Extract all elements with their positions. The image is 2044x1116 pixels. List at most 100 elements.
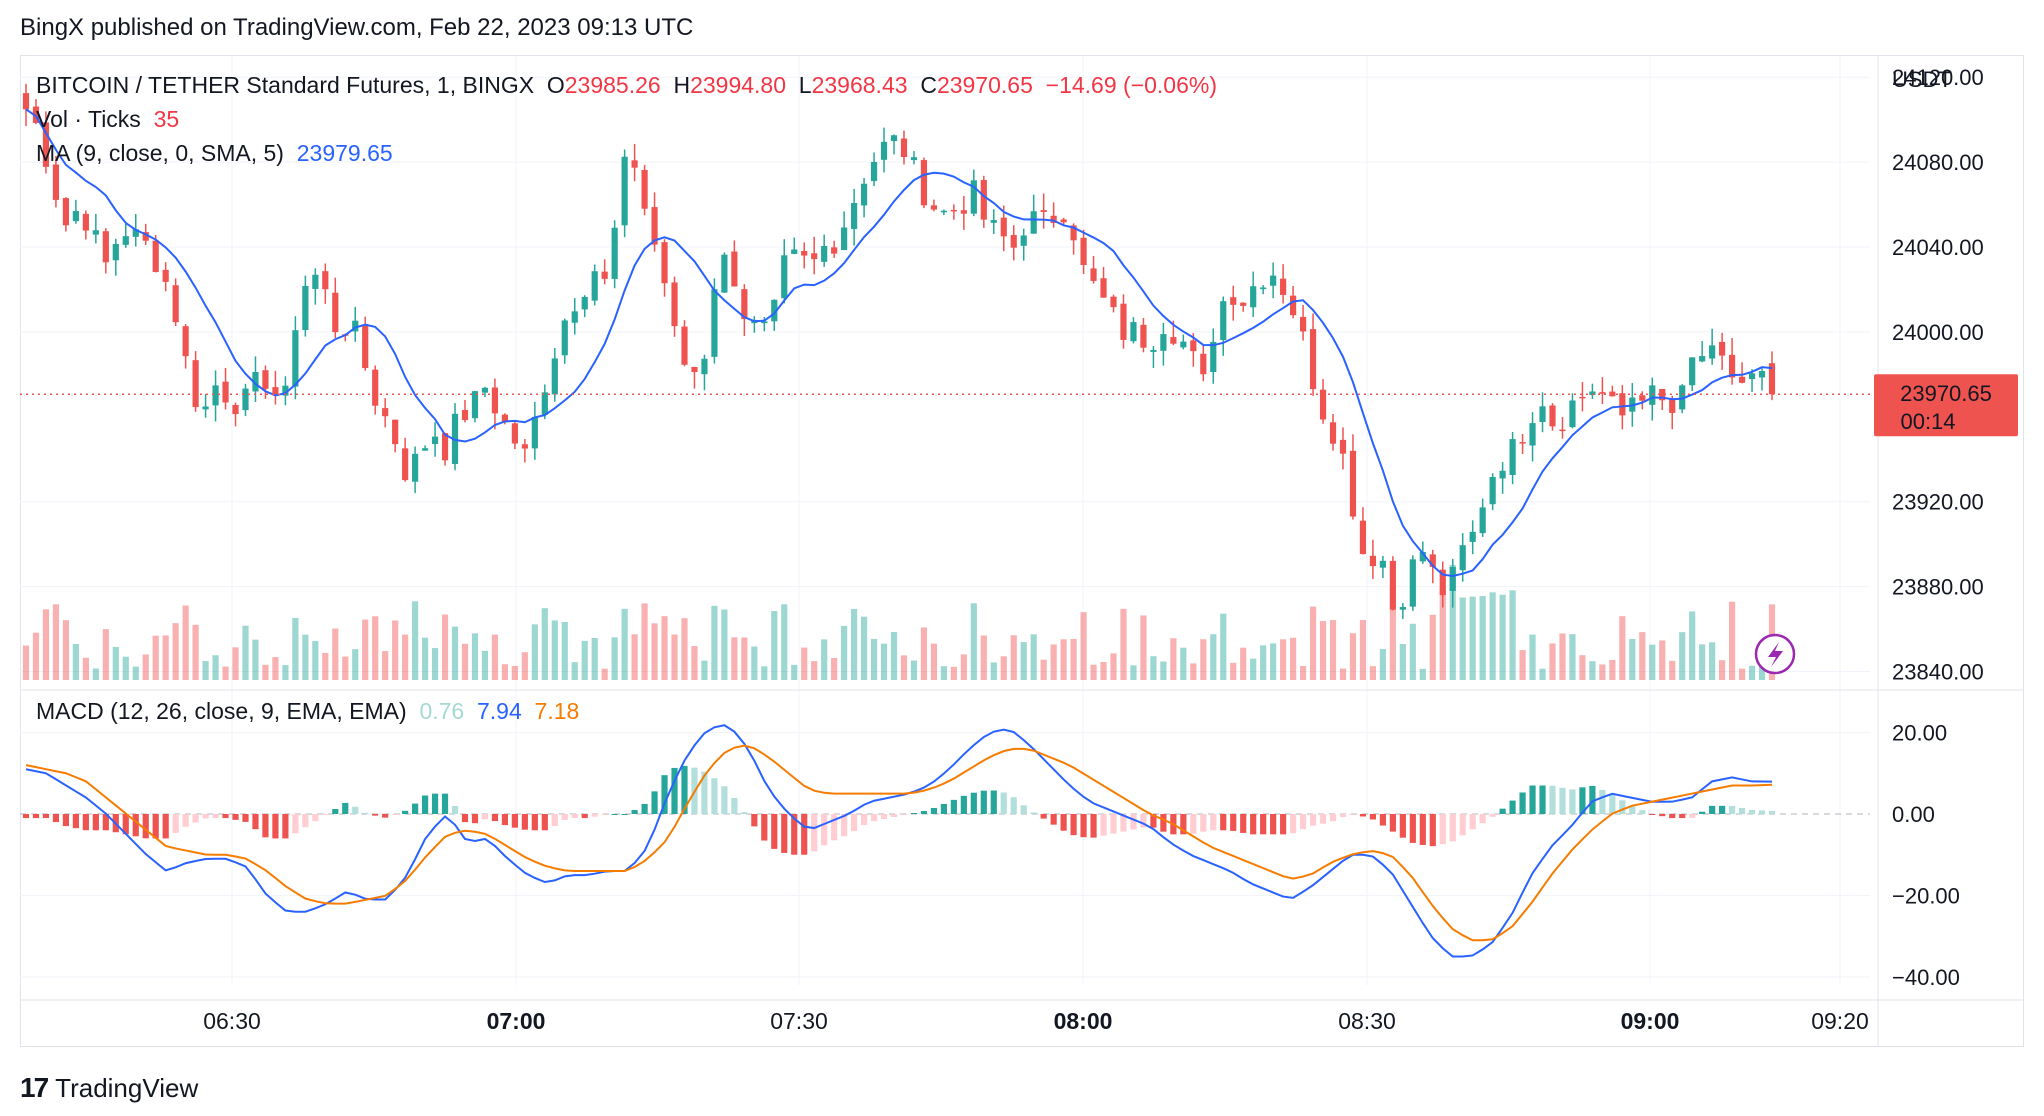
macd-histogram-bar — [791, 814, 798, 855]
legend-volume[interactable]: Vol · Ticks 35 — [36, 106, 179, 133]
macd-histogram-bar — [511, 814, 518, 828]
volume-bar — [1449, 564, 1456, 680]
macd-histogram-bar — [1519, 792, 1526, 814]
volume-bar — [1339, 668, 1347, 680]
candle-body — [441, 433, 449, 461]
macd-histogram-bar — [1130, 814, 1137, 830]
candle-body — [890, 135, 898, 141]
macd-histogram-bar — [1339, 814, 1347, 818]
legend-symbol[interactable]: BITCOIN / TETHER Standard Futures, 1, BI… — [36, 72, 535, 98]
macd-histogram-bar — [1709, 805, 1716, 814]
volume-bar — [232, 647, 239, 680]
candle-body — [1270, 275, 1277, 286]
volume-bar — [122, 656, 129, 680]
volume-bar — [252, 639, 259, 680]
macd-histogram-bar — [1469, 814, 1476, 830]
macd-histogram-bar — [1190, 814, 1197, 834]
candle-body — [1399, 607, 1406, 610]
macd-histogram-bar — [1439, 814, 1446, 845]
volume-bar — [1429, 614, 1436, 680]
tradingview-mark-icon: 17 — [20, 1072, 49, 1103]
macd-histogram-bar — [152, 814, 159, 839]
macd-histogram-bar — [1738, 807, 1746, 814]
candle-body — [521, 444, 528, 449]
candle-body — [421, 448, 429, 451]
candle-body — [1529, 423, 1536, 446]
macd-histogram-bar — [1309, 814, 1317, 826]
volume-bar — [1459, 597, 1466, 680]
volume-bar — [332, 628, 339, 680]
macd-histogram-bar — [1579, 787, 1586, 814]
time-tick-label: 07:00 — [487, 1008, 546, 1034]
tradingview-logo[interactable]: 17 TradingView — [20, 1072, 198, 1104]
macd-histogram-bar — [761, 814, 768, 841]
macd-histogram-bar — [900, 814, 908, 816]
candle-body — [22, 93, 30, 110]
volume-bar — [402, 634, 409, 680]
macd-histogram-bar — [421, 795, 429, 814]
candle-body — [382, 408, 389, 417]
macd-histogram-bar — [1070, 814, 1077, 836]
macd-histogram-bar — [681, 765, 688, 814]
macd-histogram-bar — [910, 812, 918, 814]
volume-bar — [42, 609, 50, 680]
macd-histogram-bar — [1409, 814, 1416, 843]
macd-histogram-bar — [1270, 814, 1277, 835]
volume-bar — [521, 652, 528, 680]
macd-histogram-bar — [950, 799, 957, 814]
legend-macd[interactable]: MACD (12, 26, close, 9, EMA, EMA) 0.76 7… — [36, 698, 579, 725]
volume-bar — [491, 634, 499, 680]
macd-histogram-bar — [1020, 805, 1027, 814]
last-price-tag — [1874, 374, 2018, 437]
volume-bar — [421, 637, 429, 680]
candle-body — [611, 227, 618, 279]
macd-histogram-bar — [461, 814, 469, 823]
volume-bar — [1230, 662, 1237, 680]
candle-body — [841, 227, 848, 251]
volume-bar — [1389, 608, 1396, 680]
candle-body — [332, 292, 339, 333]
macd-histogram-bar — [1389, 814, 1396, 832]
macd-histogram-bar — [621, 814, 628, 815]
time-tick-label: 09:00 — [1621, 1008, 1680, 1034]
macd-histogram-bar — [980, 790, 987, 814]
macd-histogram-bar — [1240, 814, 1247, 833]
volume-bar — [481, 650, 489, 680]
candle-body — [112, 243, 119, 261]
lightning-icon[interactable] — [1754, 633, 1796, 675]
macd-histogram-bar — [1629, 806, 1636, 814]
volume-bar — [1379, 649, 1386, 680]
volume-bar — [741, 637, 748, 680]
macd-histogram-bar — [1280, 814, 1287, 835]
candle-body — [1050, 215, 1057, 223]
macd-histogram-bar — [362, 812, 369, 814]
macd-histogram-bar — [581, 814, 588, 819]
macd-histogram-bar — [870, 814, 878, 822]
macd-histogram-bar — [222, 814, 229, 819]
candle-body — [461, 409, 469, 420]
volume-bar — [841, 625, 848, 680]
candle-body — [741, 289, 748, 320]
macd-histogram-bar — [611, 814, 618, 815]
candle-body — [851, 202, 858, 230]
legend-ma[interactable]: MA (9, close, 0, SMA, 5) 23979.65 — [36, 140, 393, 167]
volume-bar — [1679, 632, 1686, 680]
ma-polyline — [25, 108, 1773, 578]
legend-l-label: L — [798, 72, 812, 98]
macd-histogram-bar — [1669, 814, 1676, 819]
macd-histogram-bar — [382, 814, 389, 818]
candle-body — [212, 385, 219, 406]
candle-body — [950, 209, 957, 212]
macd-histogram-bar — [1549, 785, 1556, 814]
candle-body — [1699, 356, 1706, 362]
candle-body — [1479, 507, 1486, 534]
macd-histogram-bar — [1180, 814, 1187, 835]
volume-bar — [142, 654, 149, 680]
candle-body — [1449, 566, 1456, 591]
volume-bar — [781, 604, 788, 680]
macd-histogram-bar — [312, 814, 319, 822]
volume-bar — [1699, 644, 1706, 680]
volume-bar — [541, 608, 548, 680]
volume-bars — [22, 564, 1776, 680]
